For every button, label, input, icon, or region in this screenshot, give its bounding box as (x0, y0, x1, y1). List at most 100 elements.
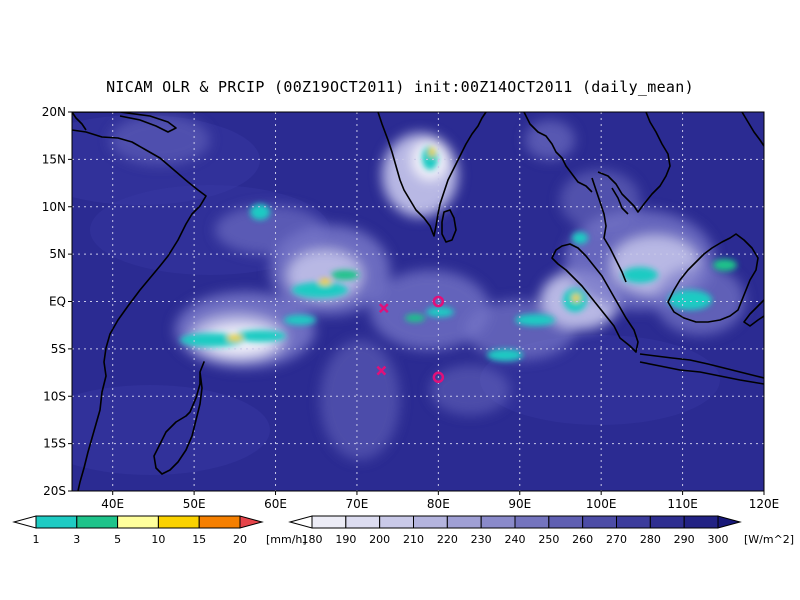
coast-malay (591, 177, 627, 283)
precip-field (180, 146, 737, 361)
precip-arabian (292, 282, 348, 298)
olr-band (72, 385, 270, 475)
chart-title: NICAM OLR & PRCIP (00Z19OCT2011) init:00… (106, 78, 694, 96)
precip-heavy-sumatra (572, 294, 580, 302)
colorbar-segment (379, 515, 414, 529)
coast-red-sea (72, 112, 87, 131)
colorbar-label: 15 (192, 533, 206, 546)
lon-tick-label: 80E (427, 497, 450, 511)
colorbar-over-triangle (239, 515, 264, 529)
precip-heavy-west (227, 335, 243, 341)
coast-india (377, 112, 487, 237)
colorbar-segment (157, 515, 200, 529)
lat-tick-label: 5S (51, 342, 66, 356)
colorbar-label: 230 (471, 533, 492, 546)
coast-sulawesi (743, 299, 764, 327)
lon-tick-label: 40E (101, 497, 124, 511)
colorbar-unit: [mm/h] (266, 533, 307, 546)
coast-bay-east (523, 112, 593, 193)
colorbar-over-triangle (717, 515, 742, 529)
colorbar-label: 290 (674, 533, 695, 546)
colorbar-label: 210 (403, 533, 424, 546)
coast-madagascar (153, 361, 205, 475)
colorbar-segment (345, 515, 381, 529)
x-marker (378, 303, 389, 314)
lon-tick-label: 120E (749, 497, 780, 511)
precip-south (487, 349, 523, 361)
colorbar-segment (649, 515, 685, 529)
lon-tick-label: 90E (508, 497, 531, 511)
colorbar-segment (683, 515, 719, 529)
lon-tick-label: 100E (586, 497, 617, 511)
colorbar-unit: [W/m^2] (744, 533, 794, 546)
circle-marker (432, 295, 445, 308)
precip-malay (572, 232, 588, 244)
colorbar-label: 1 (33, 533, 40, 546)
colorbar-segment (514, 515, 550, 529)
colorbar-under-triangle (12, 515, 37, 529)
colorbar-label: 180 (302, 533, 323, 546)
precip-borneo (622, 267, 658, 283)
precip-arabian-2 (331, 270, 359, 280)
coastlines (72, 112, 764, 491)
colorbar-label: 220 (437, 533, 458, 546)
lat-tick-label: 20S (43, 484, 66, 498)
precip-north (250, 204, 270, 220)
colorbar-segment (35, 515, 78, 529)
colorbar-segment (548, 515, 584, 529)
precip-band-west (180, 333, 244, 347)
coast-gulf-thailand (611, 187, 629, 215)
x-marker (376, 365, 387, 376)
lat-tick-label: 15S (43, 437, 66, 451)
colorbar-segment (311, 515, 347, 529)
lon-tick-label: 70E (346, 497, 369, 511)
colorbar-label: 20 (233, 533, 247, 546)
coast-africa (72, 129, 207, 491)
lat-tick-label: 10S (43, 389, 66, 403)
colorbar-label: 250 (538, 533, 559, 546)
lat-tick-label: 20N (42, 105, 66, 119)
colorbar-label: 300 (708, 533, 729, 546)
cloud-band-north (215, 205, 325, 255)
forecast-markers (376, 295, 445, 384)
cloud-patch-horn (110, 115, 210, 165)
coast-borneo (667, 233, 759, 323)
colorbar-label: 10 (151, 533, 165, 546)
precip-equator (426, 307, 454, 317)
colorbar-segment (616, 515, 651, 529)
precip-sumatra-west (515, 314, 555, 326)
colorbar-label: 5 (114, 533, 121, 546)
colorbar-label: 270 (606, 533, 627, 546)
colorbar-under-triangle (288, 515, 313, 529)
precip-east-2 (713, 259, 737, 271)
colorbar-segment (198, 515, 241, 529)
colorbar-label: 280 (640, 533, 661, 546)
precip-equator-2 (405, 314, 425, 322)
coast-indochina (597, 112, 671, 213)
coast-arabia (72, 112, 177, 133)
precip-band-west-2 (234, 330, 286, 342)
lat-tick-label: 10N (42, 200, 66, 214)
precip-heavy-arabian (319, 279, 331, 285)
colorbar-segment (582, 515, 618, 529)
olr-colorbar: 180 190 200 210 220 230 240 250 260 270 280 290 300 [… (288, 515, 794, 546)
map-field (72, 112, 764, 491)
precip-arabian-3 (284, 315, 316, 325)
gridlines (72, 112, 764, 491)
coast-sri-lanka (441, 209, 457, 243)
coast-sumatra (551, 243, 639, 353)
colorbar-label: 3 (73, 533, 80, 546)
coast-luzon (741, 112, 764, 147)
precip-east (668, 290, 712, 310)
colorbar-label: 240 (505, 533, 526, 546)
lon-tick-label: 110E (667, 497, 698, 511)
colorbar-label: 200 (369, 533, 390, 546)
colorbar-segment (117, 515, 159, 529)
coast-java-south (639, 361, 764, 385)
coast-java (639, 353, 764, 379)
lon-tick-label: 50E (183, 497, 206, 511)
precip-colorbar: 1 3 5 10 15 20 [mm/h] (12, 515, 307, 546)
colorbar-segment (413, 515, 448, 529)
lon-tick-label: 60E (264, 497, 287, 511)
